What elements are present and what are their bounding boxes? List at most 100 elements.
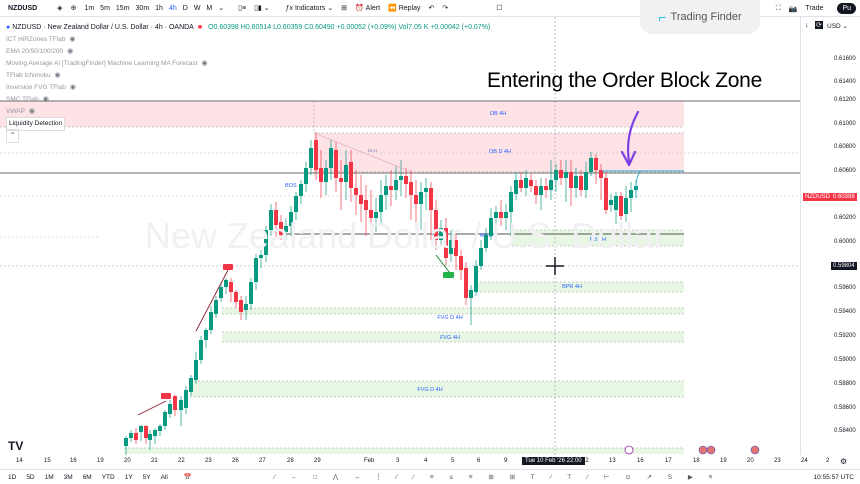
time-tick: 26 <box>232 458 239 464</box>
time-tick: 19 <box>720 458 727 464</box>
chart-pane[interactable]: OB 4H OB D 4H RB 4H BPR 4H FVG D 4H FVG 4H FVG… <box>0 17 800 455</box>
arrow-down-icon[interactable]: ↓ <box>805 22 809 29</box>
camera-icon[interactable]: 📷 <box>788 5 798 13</box>
bar-style-icon[interactable]: ▯≡ <box>238 5 247 12</box>
svg-text:FVG 4H: FVG 4H <box>440 335 460 341</box>
price-tick: 0.61000 <box>834 121 856 127</box>
replay-button[interactable]: ⏪ Replay <box>388 4 421 13</box>
tf-m[interactable]: M <box>206 4 213 12</box>
time-tick: 2 <box>826 458 830 464</box>
bottom-toolbar: 1D 5D 1M 3M 6M YTD 1Y 5Y All 📅 ⁄ ← □ ⋀ ↔… <box>0 469 860 484</box>
tf-30m[interactable]: 30m <box>135 4 150 12</box>
eye-icon[interactable]: ◉ <box>42 96 49 103</box>
price-tick: 0.58800 <box>834 381 856 387</box>
price-tick: 0.59400 <box>834 309 856 315</box>
candlestick-chart[interactable]: OB 4H OB D 4H RB 4H BPR 4H FVG D 4H FVG 4H FVG… <box>0 17 800 455</box>
utc-clock[interactable]: 10:55:57 UTC <box>813 473 854 481</box>
eye-icon[interactable]: ◉ <box>201 60 208 67</box>
tf-15m[interactable]: 15m <box>115 4 130 12</box>
time-tick: 21 <box>151 458 158 464</box>
svg-text:RB 4H: RB 4H <box>590 237 606 243</box>
layouts-icon[interactable]: ⊞ <box>341 5 347 12</box>
settings-icon[interactable]: ⚙ <box>840 457 848 466</box>
price-axis[interactable]: ↓ ⟳ USD ⌄ 0.61600 0.61400 0.61200 0.61000 0.… <box>800 17 860 455</box>
range-6m[interactable]: 6M <box>82 473 92 481</box>
indicator-row[interactable]: ICT HiRZones TFlab ◉ <box>6 34 490 46</box>
time-tick: 14 <box>16 458 23 464</box>
tf-d[interactable]: D <box>182 4 188 12</box>
range-all[interactable]: All <box>160 473 168 481</box>
symbol-search[interactable]: NZDUSD <box>8 4 38 12</box>
logo-icon: ⌐ <box>658 9 667 25</box>
alarm-icon: ⏰ <box>354 5 366 12</box>
price-tick: 0.60800 <box>834 144 856 150</box>
indicator-row[interactable]: Inversion FVG TFlab ◉ <box>6 82 490 94</box>
collapse-legend-button[interactable]: ⌃ <box>6 129 490 143</box>
tf-w[interactable]: W <box>193 4 201 12</box>
currency-select[interactable]: USD ⌄ <box>827 23 848 30</box>
symbol-watermark: New Zealand Dollar / U.S. Dollar <box>145 215 666 256</box>
legend-title[interactable]: NZDUSD · New Zealand Dollar / U.S. Dolla… <box>12 24 194 31</box>
time-tick: 13 <box>609 458 616 464</box>
range-1y[interactable]: 1Y <box>124 473 133 481</box>
diamond-icon[interactable]: ◈ <box>57 5 63 12</box>
price-tick: 0.61400 <box>834 79 856 85</box>
time-axis[interactable]: 14 15 16 19 20 21 22 23 26 27 28 29 Feb 3 4 5 6 9 12 13 16 17… <box>0 455 829 469</box>
time-tick: 5 <box>451 458 455 464</box>
market-status-icon: ■ <box>197 24 203 31</box>
redo-icon[interactable]: ↷ <box>442 5 449 12</box>
range-ytd[interactable]: YTD <box>101 473 115 481</box>
eye-icon[interactable]: ◉ <box>69 36 76 43</box>
eye-icon[interactable]: ◉ <box>28 108 36 115</box>
indicator-row[interactable]: Moving Average AI [TradingFinder] Machin… <box>6 58 490 70</box>
drawing-tools[interactable]: ⁄ ← □ ⋀ ↔ ┆ ⁄ ⁄ ≡ ≤ ≡ ⊞ ⊞ T ⁄ T ⁄ ⊢ ⊙ ↗ … <box>273 474 720 481</box>
fullscreen-icon[interactable]: ⛶ <box>775 4 781 12</box>
price-tick: 0.60600 <box>834 168 856 174</box>
time-tick: 15 <box>44 458 51 464</box>
svg-text:BPR 4H: BPR 4H <box>562 284 582 290</box>
indicator-row[interactable]: TFlab Ichimoku ◉ <box>6 70 490 82</box>
time-tick: 20 <box>747 458 754 464</box>
candle-style-icon[interactable]: ▯▮ ⌄ <box>254 5 270 12</box>
time-tick: 28 <box>287 458 294 464</box>
indicator-row[interactable]: SMC TFlab ◉ <box>6 94 490 106</box>
goto-date-icon[interactable]: 📅 <box>183 474 192 481</box>
chevron-up-icon[interactable]: ⌃ <box>6 129 20 143</box>
eye-icon[interactable]: ◉ <box>67 48 74 55</box>
time-tick: 6 <box>477 458 481 464</box>
layout-save-icon[interactable]: ☐ <box>496 5 503 12</box>
tf-1h[interactable]: 1h <box>155 4 163 12</box>
tf-1m[interactable]: 1m <box>84 4 95 12</box>
range-5d[interactable]: 5D <box>26 473 35 481</box>
chevron-down-icon[interactable]: ⌄ <box>218 5 225 12</box>
alert-button[interactable]: ⏰ Alert <box>354 4 381 13</box>
indicator-row[interactable]: Liquidity Detection <box>6 117 490 131</box>
svg-text:DLH: DLH <box>368 148 377 153</box>
time-tick: 18 <box>693 458 700 464</box>
tf-4h[interactable]: 4h <box>168 4 177 12</box>
eye-icon[interactable]: ◉ <box>69 84 76 91</box>
range-1m[interactable]: 1M <box>44 473 54 481</box>
svg-text:OB D 4H: OB D 4H <box>489 149 511 155</box>
range-3m[interactable]: 3M <box>63 473 73 481</box>
auto-scale-icon[interactable]: ⟳ <box>815 21 823 29</box>
tf-5m[interactable]: 5m <box>100 4 110 12</box>
eye-icon[interactable]: ◉ <box>54 72 61 79</box>
time-tick: 20 <box>124 458 131 464</box>
indicator-row[interactable]: EMA 20/50/100/200 ◉ <box>6 46 490 58</box>
replay-icon: ⏪ <box>388 5 399 12</box>
add-symbol-icon[interactable]: ⊕ <box>70 5 77 12</box>
symbol-price-tag: NZDUSD <box>803 193 832 201</box>
trading-finder-logo: ⌐ Trading Finder <box>640 0 760 34</box>
tradingview-logo[interactable]: TV <box>8 439 24 453</box>
trade-button[interactable]: Trade <box>805 5 824 12</box>
indicator-row[interactable]: VWAP ◉ <box>6 106 490 118</box>
indicators-button[interactable]: ƒx Indicators ⌄ <box>285 4 334 13</box>
range-1d[interactable]: 1D <box>8 473 17 481</box>
publish-button[interactable]: Pu <box>837 3 856 14</box>
time-tick: 23 <box>774 458 781 464</box>
range-5y[interactable]: 5Y <box>142 473 151 481</box>
undo-icon[interactable]: ↶ <box>428 5 435 12</box>
chart-legend: ● NZDUSD · New Zealand Dollar / U.S. Dol… <box>6 22 490 143</box>
svg-text:FVG D 4H: FVG D 4H <box>417 387 442 393</box>
